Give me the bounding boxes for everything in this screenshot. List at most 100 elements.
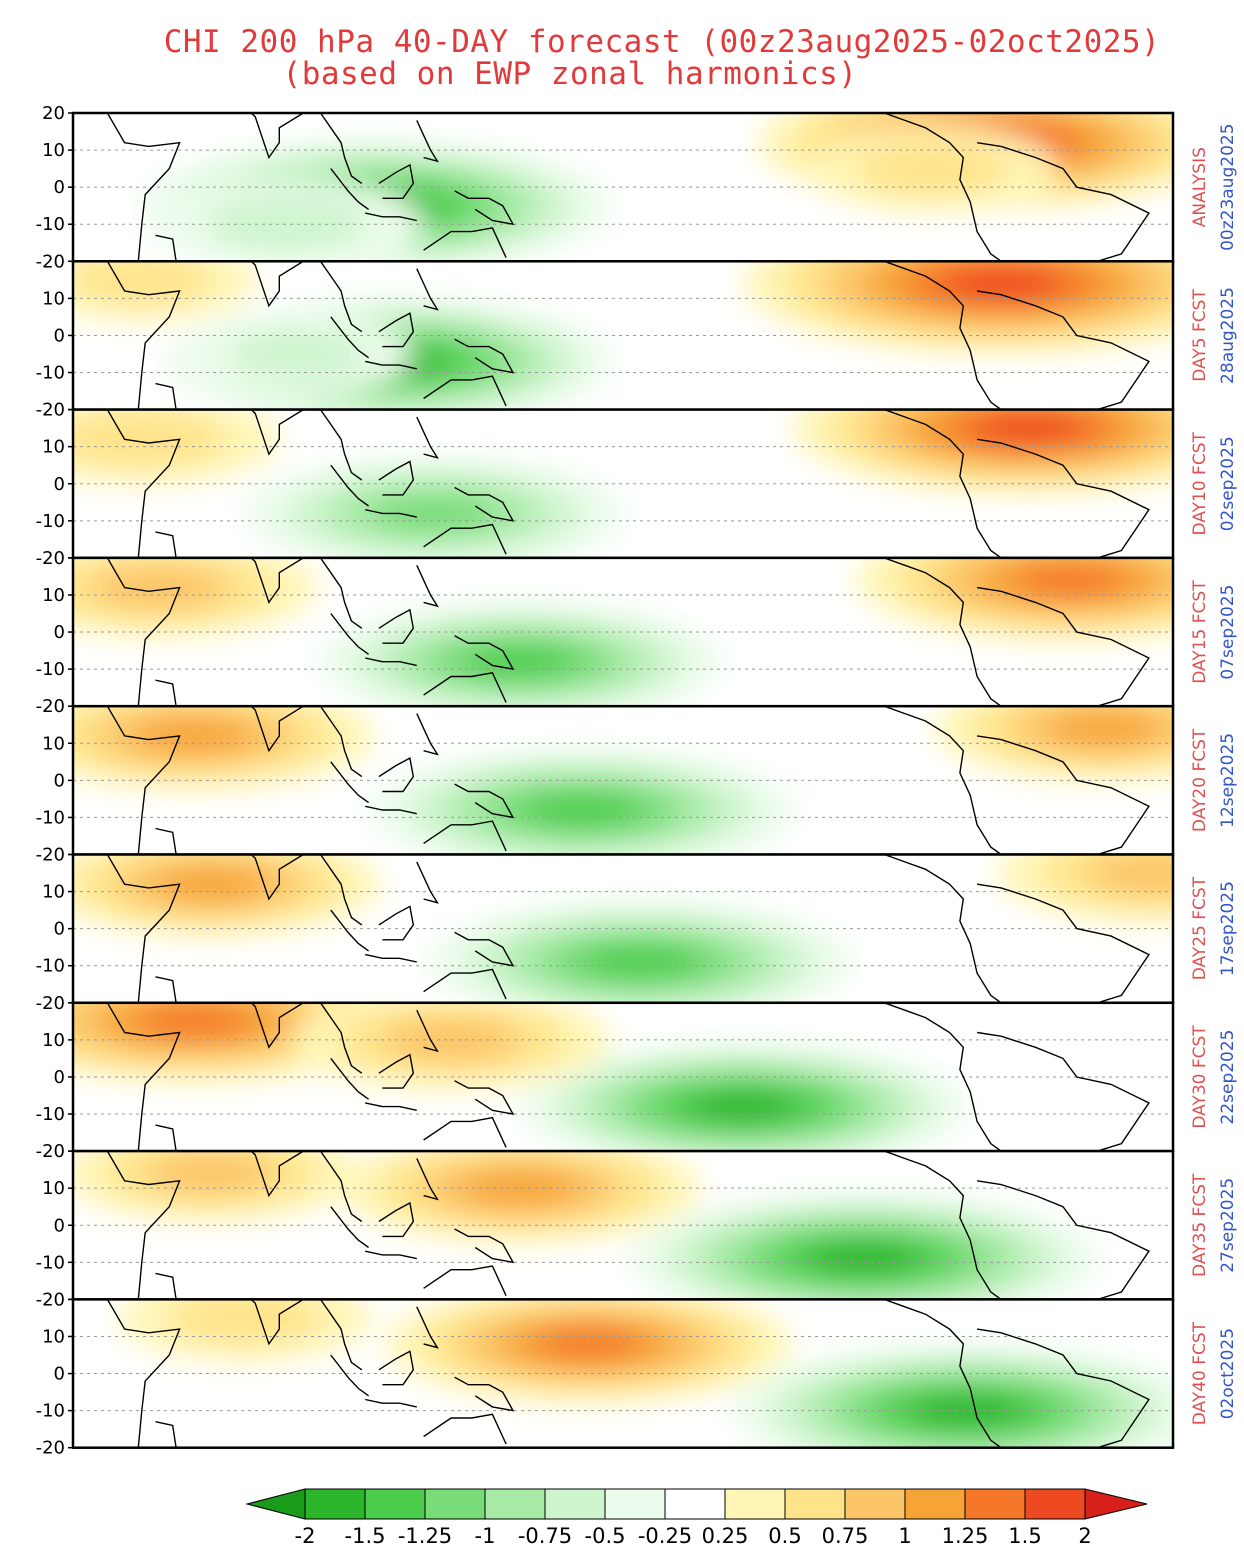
coastline <box>330 909 370 952</box>
colorbar: -2 -1.5 -1.25 -1 -0.75 -0.5 -0.25 0.25 0.5 0.75 1 1… <box>245 1488 1148 1548</box>
panel-date: 22sep2025 <box>1218 1029 1238 1124</box>
panel-8-feature-2-level-4 <box>459 1170 581 1207</box>
coastline <box>884 1299 1002 1448</box>
coastline <box>416 416 439 459</box>
coastline <box>423 1116 507 1148</box>
coastline <box>416 268 439 311</box>
panel-2: 10 0 -10 -20 DAY5 FCST 28aug2025 <box>36 260 1238 421</box>
panel-1-feature-4-level-2 <box>856 142 1008 195</box>
coastline <box>454 338 515 374</box>
y-tick-label: -20 <box>36 696 65 717</box>
coastline <box>976 1031 1150 1152</box>
coastline <box>365 1102 417 1111</box>
coastline <box>330 761 370 804</box>
coastline <box>365 1250 417 1260</box>
y-tick-label: -10 <box>36 1104 65 1125</box>
coastline <box>319 854 363 926</box>
panel-date: 02oct2025 <box>1218 1328 1238 1419</box>
colorbar-arrow-left <box>245 1488 306 1520</box>
colorbar-tick-label: 0.5 <box>768 1524 801 1548</box>
panel-4-feature-2-level-5 <box>1011 563 1129 597</box>
y-tick-label: -10 <box>36 214 65 235</box>
coastline <box>976 735 1150 855</box>
coastline <box>210 261 304 308</box>
coastline <box>884 557 1002 707</box>
coastline <box>423 820 507 852</box>
y-tick-label: 0 <box>54 474 65 495</box>
coastline <box>454 1376 515 1412</box>
panels-layer: 20 10 0 -10 -20 ANALYSIS 00z23aug2025 10 0 -10 -20… <box>36 103 1238 1459</box>
colorbar-tick-label: -2 <box>295 1524 316 1548</box>
coastline <box>423 375 507 407</box>
coastline <box>378 905 415 941</box>
coastline <box>106 854 181 1003</box>
coastline <box>378 460 415 496</box>
coastline <box>210 409 304 456</box>
coastline <box>319 1002 363 1074</box>
colorbar-bin <box>904 1488 966 1520</box>
coastline <box>416 1306 439 1349</box>
coastline <box>319 706 363 778</box>
panel-9-feature-3-level-2 <box>169 1299 321 1344</box>
coastline <box>155 1272 177 1300</box>
y-tick-label: 0 <box>54 1364 65 1385</box>
colorbar-tick-label: 1 <box>898 1524 911 1548</box>
coastline <box>106 1002 181 1152</box>
coastline <box>365 953 417 963</box>
panel-2-feature-2-level-2 <box>227 329 366 379</box>
panel-label: DAY40 FCST <box>1190 1321 1210 1425</box>
panel-date: 27sep2025 <box>1218 1178 1238 1273</box>
coastline <box>416 120 439 163</box>
y-tick-label: -20 <box>36 251 65 272</box>
coastline <box>423 968 507 1000</box>
coastline <box>423 523 507 555</box>
colorbar-bin <box>964 1488 1026 1520</box>
coastline <box>319 1151 363 1223</box>
coastline <box>155 234 177 262</box>
coastline <box>454 190 515 226</box>
coastline <box>210 557 304 604</box>
panel-8: 10 0 -10 -20 DAY35 FCST 27sep2025 <box>36 1149 1238 1310</box>
coastline <box>976 586 1150 707</box>
y-tick-label: 10 <box>42 437 65 458</box>
panel-4: 10 0 -10 -20 DAY15 FCST 07sep2025 <box>36 556 1238 717</box>
panel-8-feature-1-level-6 <box>809 1243 919 1274</box>
y-tick-label: 10 <box>42 288 65 309</box>
coastline <box>210 706 304 753</box>
coastline <box>365 805 417 815</box>
coastline <box>106 113 181 262</box>
panel-3-feature-1-level-4 <box>369 494 498 533</box>
coastline <box>106 261 181 410</box>
colorbar-bin <box>424 1488 486 1520</box>
coastline <box>454 783 515 819</box>
coastline <box>378 608 415 644</box>
coastline <box>976 1328 1150 1448</box>
panel-4-feature-3-level-3 <box>90 566 228 609</box>
colorbar-tick-label: -1.5 <box>345 1524 386 1548</box>
chart-subtitle: (based on EWP zonal harmonics) <box>282 56 858 92</box>
y-tick-label: -20 <box>36 1289 65 1310</box>
coastline <box>976 883 1150 1003</box>
y-tick-label: -10 <box>36 807 65 828</box>
panel-5: 10 0 -10 -20 DAY20 FCST 12sep2025 <box>36 704 1238 866</box>
coastline <box>106 1151 181 1300</box>
colorbar-bin <box>844 1488 906 1520</box>
coastline <box>454 931 515 967</box>
coastline <box>155 531 177 558</box>
coastline <box>365 657 417 667</box>
colorbar-bin <box>724 1488 786 1520</box>
panel-6-feature-3-level-3 <box>1087 854 1173 895</box>
y-tick-label: 10 <box>42 882 65 903</box>
y-tick-label: 0 <box>54 1215 65 1236</box>
y-tick-label: 0 <box>54 177 65 198</box>
panel-8-feature-3-level-3 <box>147 1152 274 1194</box>
coastline <box>106 706 181 855</box>
colorbar-tick-label: 1.5 <box>1008 1524 1041 1548</box>
coastline <box>155 382 177 410</box>
coastline <box>884 113 1002 262</box>
panel-4-feature-1-level-5 <box>464 645 576 678</box>
coastline <box>454 486 515 522</box>
y-tick-label: -10 <box>36 363 65 384</box>
coastline <box>330 1206 370 1249</box>
